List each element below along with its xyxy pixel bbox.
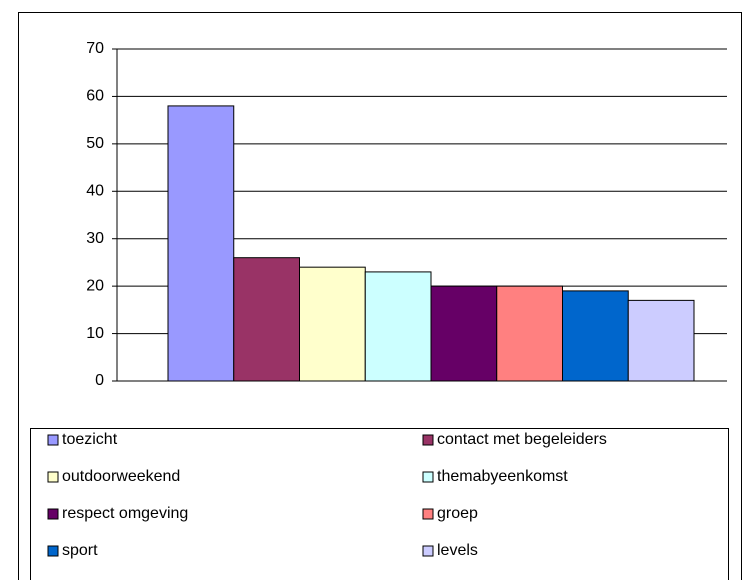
bar xyxy=(627,299,695,382)
y-tick-label: 60 xyxy=(86,88,104,105)
legend-label: respect omgeving xyxy=(62,505,188,522)
legend-swatch xyxy=(47,545,59,557)
bar xyxy=(496,285,563,382)
legend-label: contact met begeleiders xyxy=(437,431,607,448)
y-tick-label: 40 xyxy=(86,183,104,200)
legend-label: outdoorweekend xyxy=(62,468,180,485)
legend-swatch xyxy=(47,434,59,446)
legend-swatch xyxy=(47,508,59,520)
bar xyxy=(299,266,366,382)
bar xyxy=(562,290,629,382)
y-tick-label: 20 xyxy=(86,277,104,294)
bar xyxy=(430,285,498,382)
legend-label: themabyeenkomst xyxy=(437,468,568,485)
bar xyxy=(364,271,432,382)
legend-box xyxy=(30,428,729,580)
bar xyxy=(167,105,235,382)
legend-swatch xyxy=(422,508,434,520)
legend-label: groep xyxy=(437,505,478,522)
legend-swatch xyxy=(422,545,434,557)
legend-swatch xyxy=(422,471,434,483)
legend-swatch xyxy=(47,471,59,483)
y-tick-label: 10 xyxy=(86,325,104,342)
y-tick-label: 0 xyxy=(95,372,104,389)
legend-label: sport xyxy=(62,542,98,559)
y-tick-label: 70 xyxy=(86,40,104,57)
legend-swatch xyxy=(422,434,434,446)
bar xyxy=(233,257,300,382)
legend-label: levels xyxy=(437,542,478,559)
legend-label: toezicht xyxy=(62,431,118,448)
y-tick-label: 50 xyxy=(86,135,104,152)
y-tick-label: 30 xyxy=(86,230,104,247)
